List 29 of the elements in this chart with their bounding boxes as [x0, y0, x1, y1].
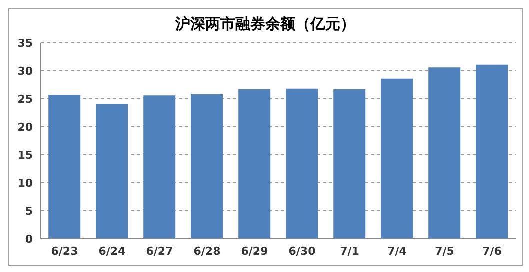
y-tick-label: 15: [18, 148, 33, 162]
x-tick-label: 7/6: [482, 244, 502, 258]
bar: [48, 95, 81, 239]
y-tick-label: 35: [18, 36, 33, 50]
x-tick-label: 6/29: [241, 244, 268, 258]
y-tick-label: 25: [18, 92, 33, 106]
y-tick-label: 30: [18, 64, 34, 78]
x-tick-label: 6/30: [288, 244, 316, 258]
x-tick-label: 7/1: [340, 244, 360, 258]
bar: [334, 89, 366, 239]
y-tick-label: 20: [18, 120, 34, 134]
y-tick-label: 0: [25, 232, 34, 246]
x-tick-label: 7/5: [435, 244, 454, 258]
bar: [96, 104, 128, 239]
bar: [191, 94, 224, 239]
x-tick-label: 6/27: [146, 244, 174, 258]
x-tick-label: 6/23: [51, 244, 78, 258]
x-tick-label: 6/28: [194, 244, 221, 258]
x-tick-label: 7/4: [388, 244, 408, 258]
y-tick-label: 5: [25, 204, 33, 218]
chart-title: 沪深两市融券余额（亿元）: [176, 15, 356, 33]
bar: [286, 88, 318, 239]
x-tick-label: 6/24: [98, 244, 126, 258]
bar: [381, 78, 414, 239]
bar: [144, 96, 176, 239]
bar: [476, 64, 508, 239]
bar: [428, 68, 461, 239]
y-tick-label: 10: [18, 176, 34, 190]
bar: [238, 89, 271, 239]
